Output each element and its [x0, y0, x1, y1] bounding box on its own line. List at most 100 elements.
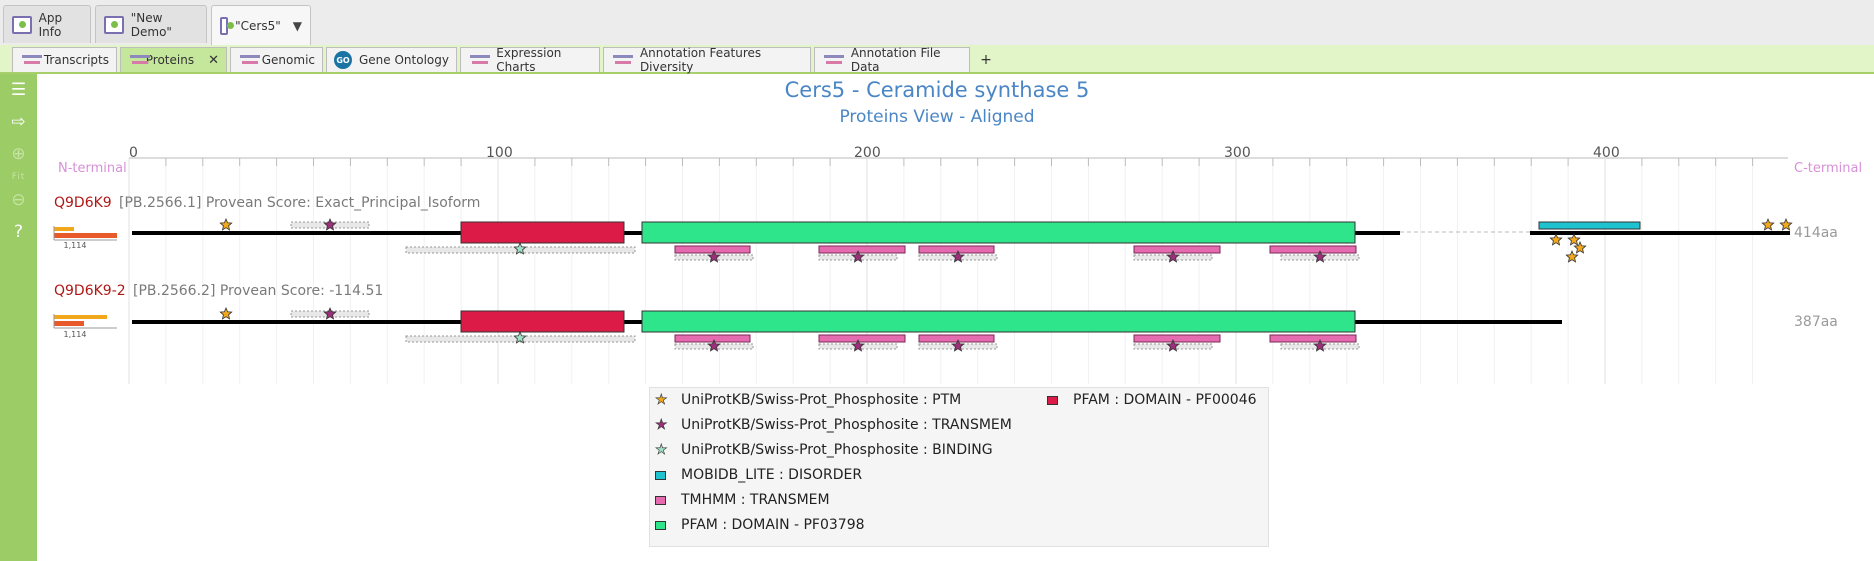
tab-annotation-features-diversity[interactable]: Annotation Features Diversity	[603, 46, 811, 74]
phosphosite-star-icon[interactable]	[219, 306, 233, 320]
sidebar: ☰ ⇨ ⊕ Fit ⊖ ?	[0, 74, 37, 561]
tab-annotation-file-data[interactable]: Annotation File Data	[814, 46, 970, 74]
protein-track-1[interactable]	[53, 221, 1790, 261]
tmhmm-transmem-region[interactable]	[1269, 245, 1357, 254]
phosphosite-star-icon[interactable]	[1166, 249, 1180, 263]
phosphosite-star-icon[interactable]	[1549, 232, 1563, 246]
proteins-icon	[128, 53, 150, 67]
tmhmm-transmem-region[interactable]	[674, 334, 751, 343]
axis-tick-label: 200	[854, 145, 881, 161]
legend-label: PFAM : DOMAIN - PF03798	[681, 517, 865, 533]
legend-label: UniProtKB/Swiss-Prot_Phosphosite : BINDI…	[681, 442, 993, 458]
score-bar	[54, 315, 107, 319]
tab-expression-charts[interactable]: Expression Charts	[460, 46, 600, 74]
legend-item: PFAM : DOMAIN - PF00046	[1047, 392, 1257, 408]
tmhmm-transmem-region[interactable]	[818, 334, 906, 343]
swatch-icon	[655, 470, 666, 480]
fit-button[interactable]: Fit	[11, 172, 26, 182]
tab-proteins[interactable]: Proteins ✕	[120, 47, 227, 72]
protein-length: 387aa	[1794, 314, 1838, 330]
tmhmm-transmem-region[interactable]	[1133, 334, 1221, 343]
phosphosite-star-icon[interactable]	[707, 249, 721, 263]
tab-new-demo[interactable]: "New Demo"	[95, 5, 207, 43]
gene-ontology-icon: GO	[334, 51, 352, 69]
phosphosite-star-icon[interactable]	[1779, 217, 1793, 231]
help-icon[interactable]: ?	[13, 222, 24, 242]
view-tab-bar: Transcripts Proteins ✕ Genomic GO Gene O…	[0, 45, 1874, 74]
tab-label: App Info	[38, 10, 63, 39]
tab-label: Genomic	[261, 53, 315, 67]
tmhmm-transmem-region[interactable]	[674, 245, 751, 254]
phosphosite-star-icon[interactable]	[513, 241, 527, 255]
legend-label: MOBIDB_LITE : DISORDER	[681, 467, 863, 483]
protein-info: [PB.2566.1] Provean Score: Exact_Princip…	[119, 195, 481, 211]
project-tab-bar: App Info "New Demo" "Cers5" ▼	[0, 0, 1874, 46]
score-bar	[54, 227, 74, 231]
phosphosite-star-icon[interactable]	[1567, 232, 1581, 246]
phosphosite-star-icon[interactable]	[951, 338, 965, 352]
mobidb-disorder-region[interactable]	[1538, 221, 1641, 230]
pfam-pf00046-domain[interactable]	[460, 221, 625, 244]
phosphosite-star-icon[interactable]	[951, 249, 965, 263]
export-icon[interactable]: ⇨	[11, 112, 26, 132]
legend-label: PFAM : DOMAIN - PF00046	[1073, 392, 1257, 408]
chevron-down-icon[interactable]: ▼	[292, 18, 302, 33]
pfam-pf00046-domain[interactable]	[460, 310, 625, 333]
tab-label: Proteins	[145, 53, 195, 67]
tab-label: "New Demo"	[130, 10, 172, 39]
tab-genomic[interactable]: Genomic	[230, 47, 323, 72]
phosphosite-star-icon[interactable]	[513, 330, 527, 344]
zoom-in-icon[interactable]: ⊕	[11, 144, 26, 164]
n-terminal-label: N-terminal	[58, 161, 127, 176]
protein-id-link[interactable]: Q9D6K9-2	[54, 283, 126, 299]
phosphosite-star-icon[interactable]	[1565, 249, 1579, 263]
legend-item: PFAM : DOMAIN - PF03798	[655, 517, 865, 533]
phosphosite-star-icon[interactable]	[323, 217, 337, 231]
transcripts-icon	[20, 53, 42, 67]
c-terminal-label: C-terminal	[1794, 161, 1863, 176]
phosphosite-star-icon[interactable]	[1166, 338, 1180, 352]
tmhmm-transmem-region[interactable]	[1133, 245, 1221, 254]
expression-charts-icon	[468, 53, 491, 67]
zoom-out-icon[interactable]: ⊖	[11, 190, 26, 210]
close-icon[interactable]: ✕	[208, 52, 219, 68]
star-icon: ★	[655, 417, 668, 433]
protein-track-2[interactable]	[53, 310, 1562, 350]
phosphosite-star-icon[interactable]	[707, 338, 721, 352]
phosphosite-star-icon[interactable]	[219, 217, 233, 231]
phosphosite-star-icon[interactable]	[1761, 217, 1775, 231]
menu-icon[interactable]: ☰	[10, 80, 27, 100]
tmhmm-transmem-region[interactable]	[818, 245, 906, 254]
protein-id-link[interactable]: Q9D6K9	[54, 195, 112, 211]
tab-cers5[interactable]: "Cers5" ▼	[211, 5, 311, 45]
legend-item: TMHMM : TRANSMEM	[655, 492, 830, 508]
phosphosite-star-icon[interactable]	[1313, 249, 1327, 263]
phosphosite-star-icon[interactable]	[851, 338, 865, 352]
axis-ticks	[128, 158, 1754, 384]
page-title: Cers5 - Ceramide synthase 5	[784, 78, 1090, 102]
protein-info: [PB.2566.2] Provean Score: -114.51	[133, 283, 384, 299]
add-tab-button[interactable]: +	[975, 47, 997, 72]
phosphosite-star-icon[interactable]	[1313, 338, 1327, 352]
phosphosite-star-icon[interactable]	[323, 306, 337, 320]
project-icon	[104, 15, 124, 34]
axis-tick-label: 400	[1593, 145, 1620, 161]
tmhmm-transmem-region[interactable]	[918, 245, 995, 254]
tab-gene-ontology[interactable]: GO Gene Ontology	[326, 47, 457, 72]
phosphosite-star-icon[interactable]	[851, 249, 865, 263]
tab-transcripts[interactable]: Transcripts	[12, 47, 117, 72]
legend-label: UniProtKB/Swiss-Prot_Phosphosite : TRANS…	[681, 417, 1012, 433]
tmhmm-transmem-region[interactable]	[918, 334, 995, 343]
score-bar	[54, 321, 84, 326]
genomic-icon	[238, 53, 260, 67]
tab-app-info[interactable]: App Info	[3, 5, 91, 43]
phosphosite-markers-2	[219, 306, 1327, 352]
legend-item: ★ UniProtKB/Swiss-Prot_Phosphosite : PTM	[655, 392, 962, 408]
swatch-icon	[655, 520, 666, 530]
pfam-pf03798-domain[interactable]	[641, 221, 1356, 244]
tmhmm-transmem-region[interactable]	[1269, 334, 1357, 343]
score-scale-label: 1,114	[64, 241, 87, 250]
phosphosite-star-icon[interactable]	[1573, 240, 1587, 254]
pfam-pf03798-domain[interactable]	[641, 310, 1356, 333]
